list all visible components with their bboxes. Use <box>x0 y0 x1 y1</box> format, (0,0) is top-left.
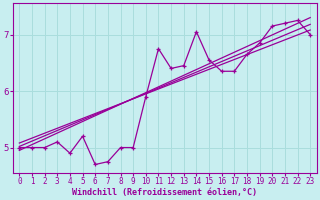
X-axis label: Windchill (Refroidissement éolien,°C): Windchill (Refroidissement éolien,°C) <box>72 188 257 197</box>
